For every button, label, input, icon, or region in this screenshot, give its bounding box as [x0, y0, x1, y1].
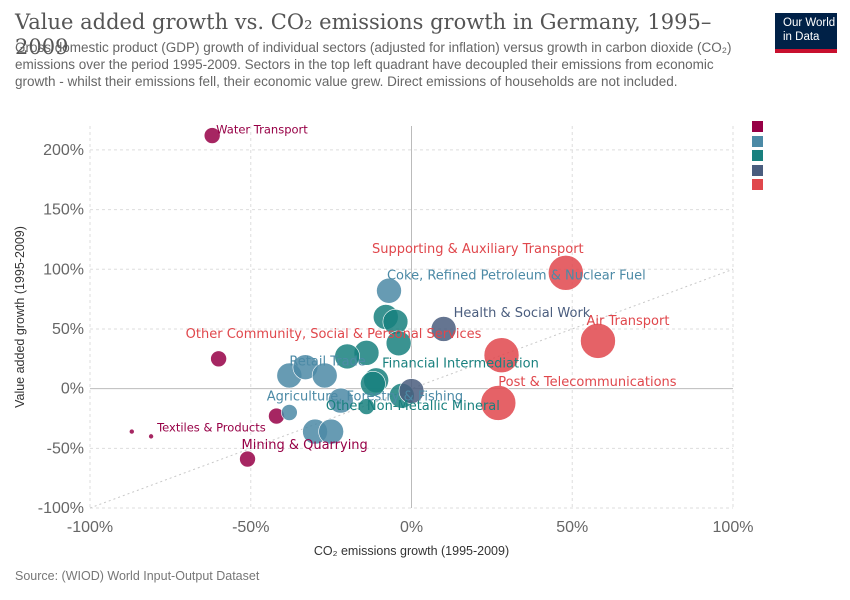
legend-swatch-4[interactable] — [752, 164, 763, 176]
data-point[interactable] — [281, 404, 298, 421]
y-tick-label: 200% — [43, 142, 84, 159]
reference-diagonal — [89, 268, 734, 509]
y-tick-label: 0% — [61, 381, 84, 398]
data-point[interactable] — [318, 418, 344, 445]
data-point[interactable] — [376, 277, 402, 304]
data-point[interactable] — [580, 323, 616, 359]
legend-swatch-2[interactable] — [752, 135, 763, 147]
point-label: Air Transport — [586, 314, 669, 329]
point-label: Textiles & Products — [156, 420, 266, 434]
point-label: Supporting & Auxiliary Transport — [372, 242, 584, 257]
logo-line-2: in Data — [783, 31, 820, 43]
point-label: Mining & Quarrying — [242, 438, 368, 453]
data-point[interactable] — [128, 428, 135, 435]
point-label: Coke, Refined Petroleum & Nuclear Fuel — [387, 269, 646, 284]
point-label: Agriculture, Forestry & Fishing — [267, 390, 463, 405]
data-point[interactable] — [311, 362, 338, 389]
source-note: Source: (WIOD) World Input-Output Datase… — [15, 569, 260, 583]
y-tick-label: 50% — [52, 321, 84, 338]
data-point[interactable] — [398, 378, 425, 404]
x-tick-label: 50% — [556, 519, 588, 536]
data-points — [128, 127, 616, 468]
chart-title: Value added growth vs. CO₂ emissions gro… — [15, 10, 712, 60]
data-point[interactable] — [430, 316, 457, 342]
y-tick-label: 100% — [43, 261, 84, 278]
data-point[interactable] — [358, 398, 375, 415]
point-label: Financial Intermediation — [382, 356, 539, 371]
data-point[interactable] — [548, 255, 584, 291]
point-label: Post & Telecommunications — [498, 375, 676, 390]
point-label: Health & Social Work — [454, 306, 591, 321]
point-label: Retail Trade — [289, 354, 365, 369]
y-tick-label: -50% — [47, 440, 84, 457]
data-point[interactable] — [334, 343, 361, 370]
chart-subtitle: Gross domestic product (GDP) growth of i… — [15, 40, 732, 89]
data-point[interactable] — [148, 433, 154, 440]
data-point[interactable] — [480, 385, 517, 421]
point-label: Other Community, Social & Personal Servi… — [186, 327, 482, 342]
legend-swatch-5[interactable] — [752, 179, 763, 190]
data-point[interactable] — [210, 350, 227, 368]
y-tick-label: 150% — [43, 202, 84, 219]
point-label: Water Transport — [216, 123, 308, 137]
x-tick-label: -100% — [67, 519, 113, 536]
data-point[interactable] — [327, 387, 354, 414]
legend-swatch-3[interactable] — [752, 150, 763, 161]
data-point[interactable] — [360, 371, 386, 397]
logo-line-1: Our World — [783, 17, 836, 29]
y-axis-title: Value added growth (1995-2009) — [13, 226, 27, 408]
y-tick-label: -100% — [38, 500, 84, 517]
data-point[interactable] — [239, 450, 256, 468]
legend-swatch-1[interactable] — [752, 121, 763, 132]
x-axis-title: CO₂ emissions growth (1995-2009) — [314, 544, 509, 558]
x-tick-label: -50% — [232, 519, 269, 536]
x-tick-label: 100% — [713, 519, 754, 536]
data-point[interactable] — [483, 337, 520, 374]
owid-logo[interactable]: Our World in Data — [775, 13, 837, 53]
x-tick-label: 0% — [400, 519, 423, 536]
color-legend[interactable] — [752, 121, 763, 194]
data-point[interactable] — [385, 330, 412, 357]
data-point[interactable] — [203, 127, 221, 144]
axes: -100% -50% 0% 50% 100% 150% 200% -100% -50% 0% 50%… — [38, 142, 754, 536]
point-label: Other Non-Metallic Mineral — [326, 399, 500, 414]
point-labels: Water Transport Textiles & Products Mining… — [156, 123, 677, 454]
